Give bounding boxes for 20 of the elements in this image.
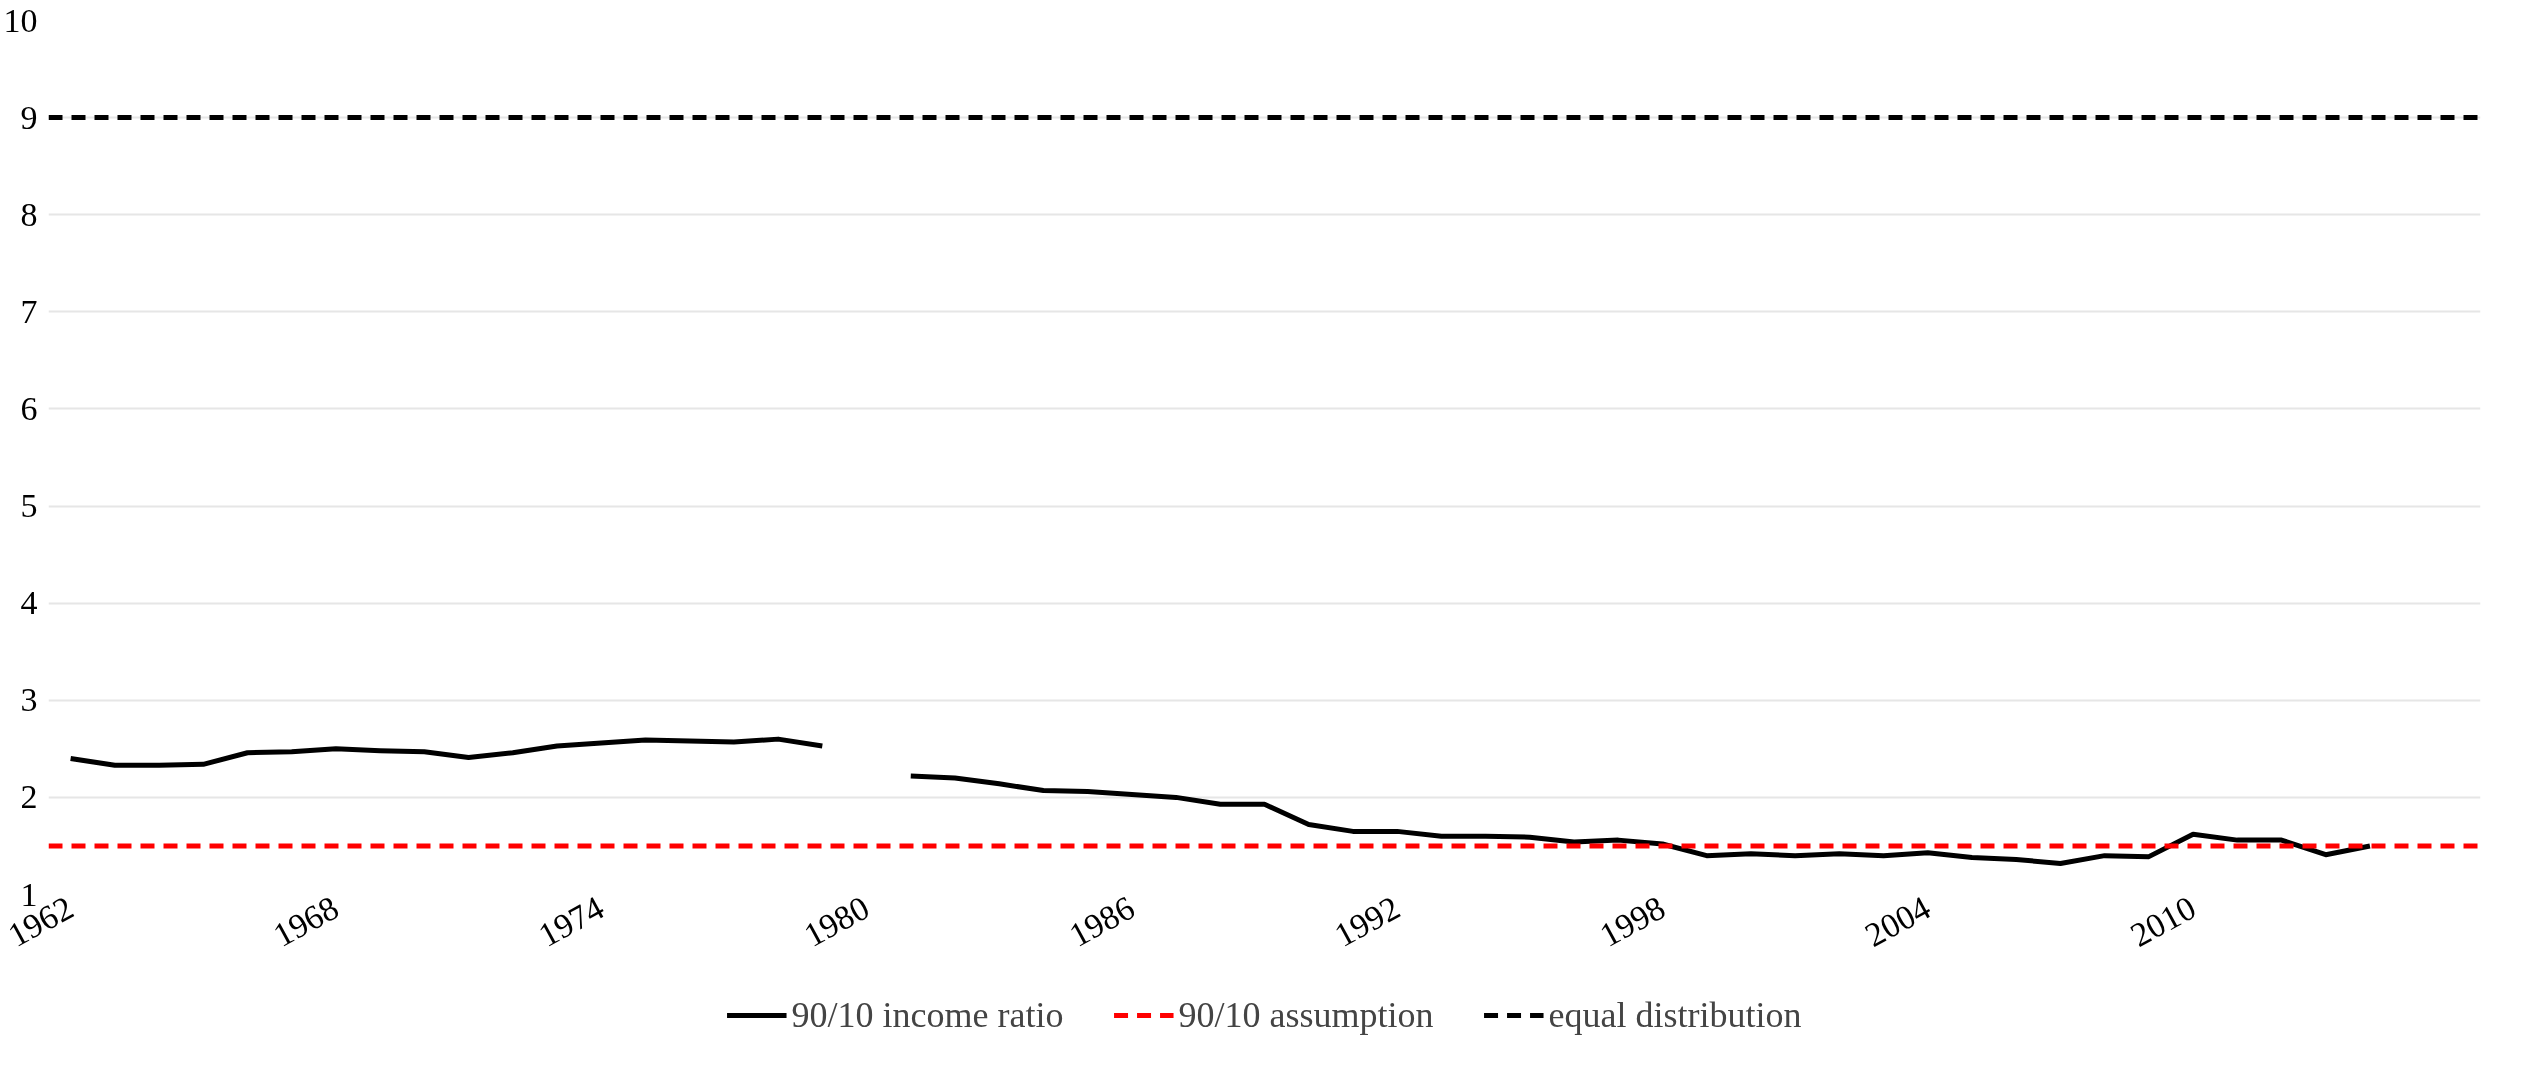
y-tick-label: 5 [20,487,38,525]
y-tick-label: 6 [20,389,38,427]
x-tick-label: 1968 [267,888,345,954]
y-tick-label: 7 [20,292,38,330]
x-tick-label: 1992 [1328,888,1406,954]
x-tick-label: 2004 [1858,888,1937,954]
x-tick-label: 1986 [1063,888,1141,954]
x-tick-label: 1974 [532,888,610,954]
legend-label: equal distribution [1548,994,1802,1036]
y-tick-label: 3 [20,681,38,719]
y-tick-label: 4 [20,584,38,622]
y-tick-label: 9 [20,98,38,136]
legend-label: 90/10 assumption [1178,994,1434,1036]
x-tick-label: 2010 [2124,888,2202,954]
x-tick-label: 1998 [1593,888,1672,954]
y-tick-label: 8 [20,195,38,233]
y-tick-label: 10 [3,1,38,39]
x-tick-label: 1980 [797,888,876,954]
legend-label: 90/10 income ratio [791,994,1064,1036]
y-tick-label: 2 [20,778,38,816]
